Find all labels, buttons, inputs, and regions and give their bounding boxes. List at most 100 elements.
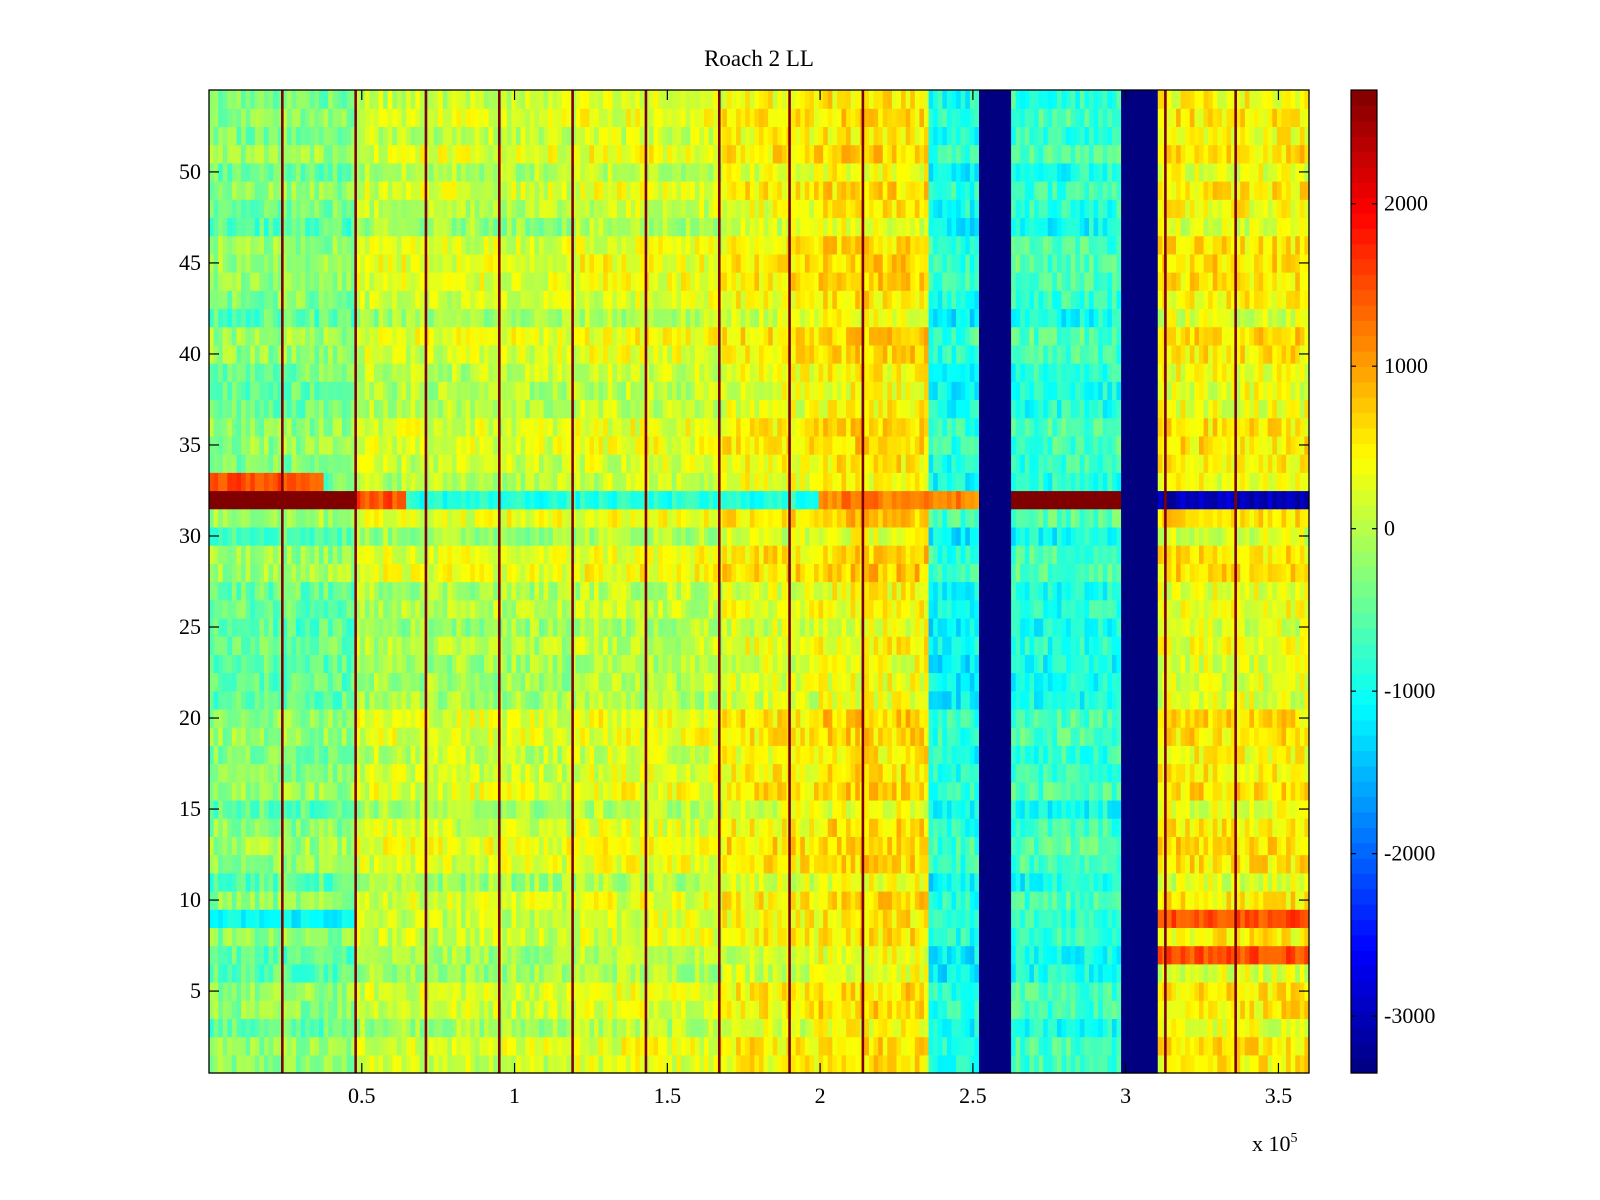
heatmap-cell (442, 836, 448, 856)
heatmap-cell (1089, 1054, 1095, 1074)
heatmap-cell (355, 781, 361, 801)
heatmap-cell (1029, 727, 1035, 746)
heatmap-cell (1240, 854, 1246, 874)
heatmap-cell (282, 1036, 288, 1056)
heatmap-cell (360, 1018, 366, 1038)
heatmap-cell (685, 763, 691, 783)
heatmap-cell (736, 745, 742, 765)
heatmap-cell (557, 909, 563, 928)
heatmap-cell (621, 781, 627, 801)
heatmap-cell (1061, 1000, 1067, 1019)
heatmap-cell (332, 799, 338, 819)
heatmap-cell (937, 763, 943, 783)
heatmap-cell (781, 909, 788, 928)
heatmap-cell (910, 690, 916, 710)
heatmap-cell (658, 781, 664, 801)
heatmap-cell (594, 781, 600, 801)
heatmap-cell (891, 1054, 898, 1074)
heatmap-cell (1212, 854, 1218, 874)
heatmap-cell (268, 963, 274, 983)
heatmap-cell (1102, 1018, 1108, 1038)
heatmap-cell (286, 1000, 293, 1019)
heatmap-cell (1075, 708, 1081, 728)
heatmap-cell (905, 945, 911, 965)
heatmap-cell (323, 727, 329, 746)
heatmap-cell (355, 1000, 361, 1019)
heatmap-cell (910, 890, 916, 910)
heatmap-cell (309, 1000, 316, 1019)
heatmap-cell (901, 1018, 907, 1038)
heatmap-cell (1034, 909, 1040, 928)
heatmap-cell (516, 781, 522, 801)
heatmap-cell (681, 963, 687, 983)
heatmap-cell (942, 927, 948, 947)
heatmap-cell (676, 836, 682, 856)
heatmap-cell (241, 981, 247, 1001)
heatmap-cell (937, 909, 943, 928)
heatmap-cell (1111, 818, 1118, 837)
heatmap-cell (1038, 727, 1044, 746)
heatmap-cell (309, 781, 316, 801)
heatmap-cell (919, 799, 925, 819)
heatmap-cell (1299, 781, 1306, 801)
heatmap-cell (800, 799, 806, 819)
heatmap-cell (1304, 745, 1310, 765)
heatmap-cell (1244, 872, 1251, 892)
heatmap-cell (956, 945, 962, 965)
heatmap-cell (1208, 818, 1214, 837)
heatmap-cell (603, 1018, 609, 1038)
heatmap-cell (639, 890, 646, 910)
heatmap-cell (649, 708, 655, 728)
heatmap-cell (979, 945, 985, 965)
heatmap-cell (690, 818, 696, 837)
heatmap-cell (658, 708, 664, 728)
heatmap-cell (694, 872, 701, 892)
heatmap-cell (676, 763, 682, 783)
heatmap-cell (919, 1000, 925, 1019)
heatmap-cell (245, 1018, 251, 1038)
heatmap-cell (781, 872, 788, 892)
heatmap-cell (1111, 1036, 1118, 1056)
heatmap-cell (846, 727, 852, 746)
heatmap-cell (1111, 945, 1118, 965)
heatmap-cell (561, 763, 568, 783)
heatmap-cell (1144, 818, 1150, 837)
heatmap-cell (355, 690, 361, 710)
heatmap-cell (1157, 909, 1163, 928)
heatmap-cell (543, 927, 549, 947)
heatmap-cell (273, 963, 279, 983)
heatmap-cell (502, 981, 508, 1001)
heatmap-cell (649, 854, 655, 874)
heatmap-cell (1217, 981, 1223, 1001)
heatmap-cell (520, 781, 526, 801)
heatmap-cell (1043, 708, 1049, 728)
heatmap-cell (1304, 927, 1310, 947)
heatmap-cell (781, 727, 788, 746)
heatmap-cell (992, 727, 998, 746)
heatmap-cell (566, 708, 572, 728)
heatmap-cell (791, 1036, 797, 1056)
heatmap-cell (1075, 872, 1081, 892)
heatmap-cell (1130, 799, 1136, 819)
heatmap-cell (1098, 854, 1104, 874)
heatmap-cell (231, 781, 238, 801)
heatmap-cell (887, 836, 893, 856)
heatmap-cell (603, 963, 609, 983)
heatmap-cell (969, 708, 976, 728)
heatmap-cell (671, 981, 678, 1001)
heatmap-cell (662, 690, 668, 710)
heatmap-cell (1235, 799, 1241, 819)
heatmap-cell (1189, 927, 1196, 947)
heatmap-cell (456, 981, 462, 1001)
heatmap-cell (777, 708, 783, 728)
heatmap-cell (1107, 1018, 1113, 1038)
heatmap-cell (392, 909, 398, 928)
heatmap-cell (309, 745, 316, 765)
heatmap-cell (1148, 1054, 1154, 1074)
heatmap-cell (1258, 854, 1264, 874)
heatmap-cell (1189, 963, 1196, 983)
heatmap-cell (1034, 727, 1040, 746)
heatmap-cell (979, 927, 985, 947)
heatmap-cell (827, 872, 833, 892)
heatmap-cell (1276, 1018, 1283, 1038)
